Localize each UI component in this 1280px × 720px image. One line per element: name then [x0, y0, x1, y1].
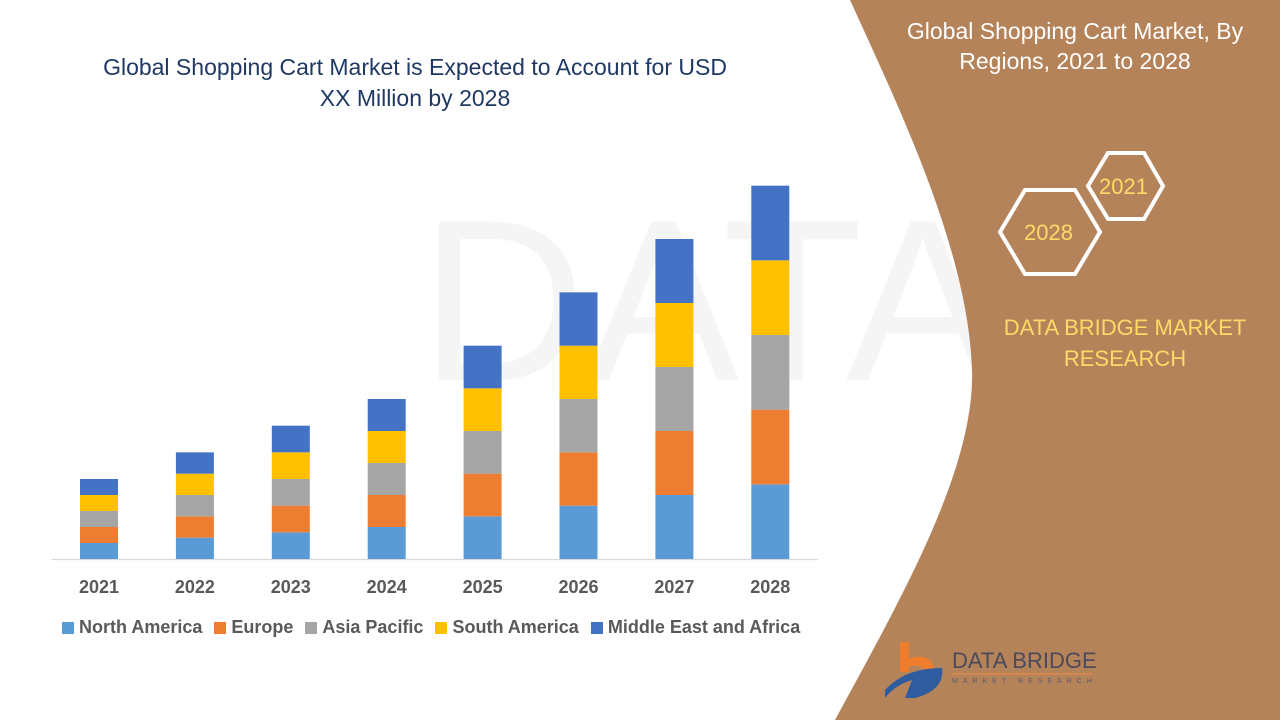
- bar-segment-2023-south-america: [271, 452, 310, 479]
- bar-segment-2026-europe: [559, 452, 598, 506]
- side-panel-title: Global Shopping Cart Market, By Regions,…: [906, 18, 1244, 74]
- bar-segment-2028-south-america: [751, 260, 790, 335]
- bar-segment-2027-north-america: [655, 495, 694, 559]
- bar-segment-2024-europe: [367, 495, 406, 527]
- chart-title: Global Shopping Cart Market is Expected …: [103, 54, 727, 111]
- bar-segment-2024-north-america: [367, 527, 406, 559]
- bar-segment-2028-asia-pacific: [751, 335, 790, 410]
- legend-swatch: [305, 621, 318, 634]
- side-panel: [835, 0, 1280, 720]
- bar-segment-2025-middle-east-and-africa: [463, 345, 502, 389]
- legend-item-south-america: South America: [435, 617, 579, 638]
- bar-segment-2023-europe: [271, 505, 310, 533]
- bar-segment-2027-middle-east-and-africa: [655, 239, 694, 303]
- logo-subtext: MARKET RESEARCH: [952, 678, 1097, 685]
- logo-icon: [885, 642, 1092, 698]
- legend-swatch: [62, 621, 74, 634]
- bar-segment-2025-asia-pacific: [463, 431, 502, 474]
- bars-group: [80, 185, 790, 559]
- bar-segment-2021-north-america: [80, 543, 118, 559]
- bar-segment-2025-europe: [463, 473, 502, 517]
- bar-segment-2028-middle-east-and-africa: [751, 185, 790, 261]
- x-tick-label: 2024: [367, 577, 407, 597]
- legend-label: South America: [452, 617, 579, 637]
- x-tick-label: 2028: [750, 577, 790, 597]
- bar-segment-2026-south-america: [559, 345, 598, 399]
- legend: North America Europe Asia Pacific South …: [62, 617, 800, 638]
- bar-segment-2023-north-america: [271, 532, 310, 559]
- x-tick-label: 2023: [271, 577, 311, 597]
- bar-segment-2027-europe: [655, 431, 694, 495]
- bar-segment-2021-europe: [80, 527, 118, 543]
- bar-segment-2022-middle-east-and-africa: [175, 452, 214, 474]
- bar-segment-2021-middle-east-and-africa: [80, 479, 118, 495]
- x-tick-label: 2026: [558, 577, 598, 597]
- bar-segment-2024-south-america: [367, 431, 406, 463]
- x-tick-label: 2021: [79, 577, 119, 597]
- legend-item-europe: Europe: [214, 617, 293, 638]
- bar-segment-2026-north-america: [559, 505, 598, 559]
- bar-segment-2028-north-america: [751, 484, 790, 559]
- bar-segment-2023-asia-pacific: [271, 479, 310, 506]
- legend-item-middle-east-africa: Middle East and Africa: [590, 617, 801, 638]
- logo-text: DATA BRIDGE: [952, 648, 1097, 673]
- bar-segment-2027-asia-pacific: [655, 367, 694, 431]
- legend-item-north-america: North America: [62, 617, 202, 638]
- bar-segment-2026-middle-east-and-africa: [559, 292, 598, 346]
- hexagon-2021: [1085, 151, 1166, 221]
- bar-segment-2022-asia-pacific: [175, 495, 214, 517]
- x-tick-label: 2022: [175, 577, 215, 597]
- bar-segment-2024-middle-east-and-africa: [367, 399, 406, 431]
- legend-label: Asia Pacific: [322, 617, 424, 637]
- bar-segment-2021-asia-pacific: [80, 511, 118, 527]
- legend-swatch: [590, 621, 603, 634]
- bar-segment-2024-asia-pacific: [367, 463, 406, 495]
- brand-text: DATA BRIDGE MARKET RESEARCH: [1003, 315, 1247, 371]
- hexagon-2028: [997, 188, 1103, 276]
- bar-segment-2022-north-america: [175, 537, 214, 559]
- x-tick-label: 2025: [463, 577, 503, 597]
- hex-year-2028: 2028: [1024, 220, 1073, 245]
- bar-segment-2025-north-america: [463, 516, 502, 559]
- legend-label: Europe: [231, 617, 294, 637]
- bar-segment-2022-south-america: [175, 473, 214, 495]
- x-tick-label: 2027: [654, 577, 694, 597]
- bar-segment-2025-south-america: [463, 388, 502, 431]
- legend-swatch: [214, 621, 227, 634]
- bar-segment-2026-asia-pacific: [559, 399, 598, 453]
- legend-label: North America: [79, 617, 203, 637]
- bar-segment-2023-middle-east-and-africa: [271, 425, 310, 453]
- bar-segment-2022-europe: [175, 516, 214, 538]
- hex-year-2021: 2021: [1099, 174, 1148, 199]
- x-tick-labels: 2021 2022 2023 2024 2025 2026 2027 2028: [79, 577, 790, 597]
- bar-segment-2028-europe: [751, 409, 790, 485]
- legend-item-asia-pacific: Asia Pacific: [305, 617, 423, 638]
- legend-label: Middle East and Africa: [607, 617, 801, 637]
- bar-segment-2021-south-america: [80, 495, 118, 511]
- legend-swatch: [435, 621, 448, 634]
- bar-segment-2027-south-america: [655, 303, 694, 367]
